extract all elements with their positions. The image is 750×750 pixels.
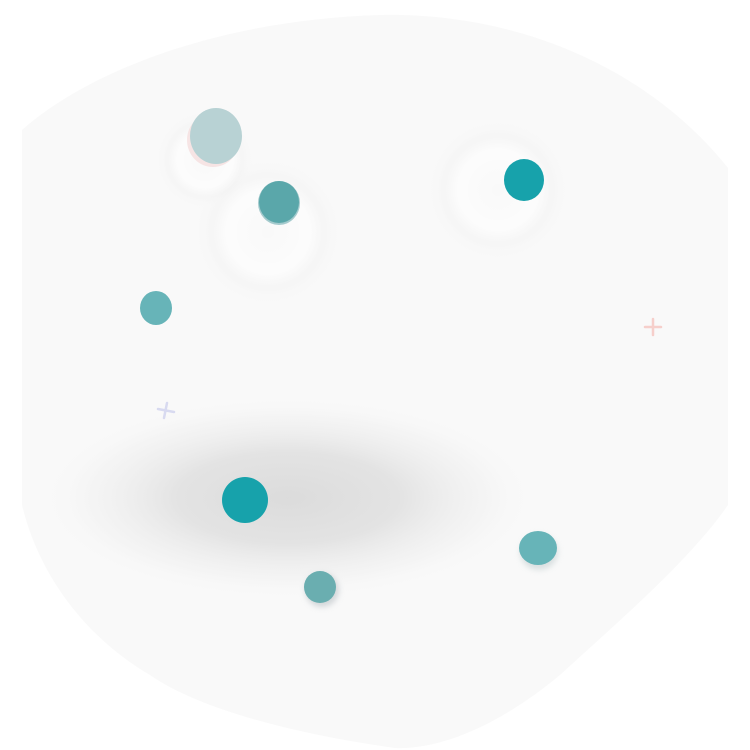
- sparkle-plus-right: [643, 317, 663, 337]
- dot-top-left-pale: [190, 108, 242, 164]
- background-blob: [22, 14, 728, 749]
- dots-group: [140, 108, 558, 607]
- dot-bottom-middle: [304, 571, 336, 603]
- dot-top-right: [504, 159, 544, 201]
- faint-ring: [426, 118, 570, 262]
- dot-lower-left: [222, 477, 268, 523]
- dot-lower-right: [519, 531, 557, 565]
- dot-upper-left: [259, 181, 299, 223]
- shadow-ellipse: [40, 396, 536, 600]
- dot-left-middle: [140, 291, 172, 325]
- sparkle-cross-left: [156, 401, 176, 420]
